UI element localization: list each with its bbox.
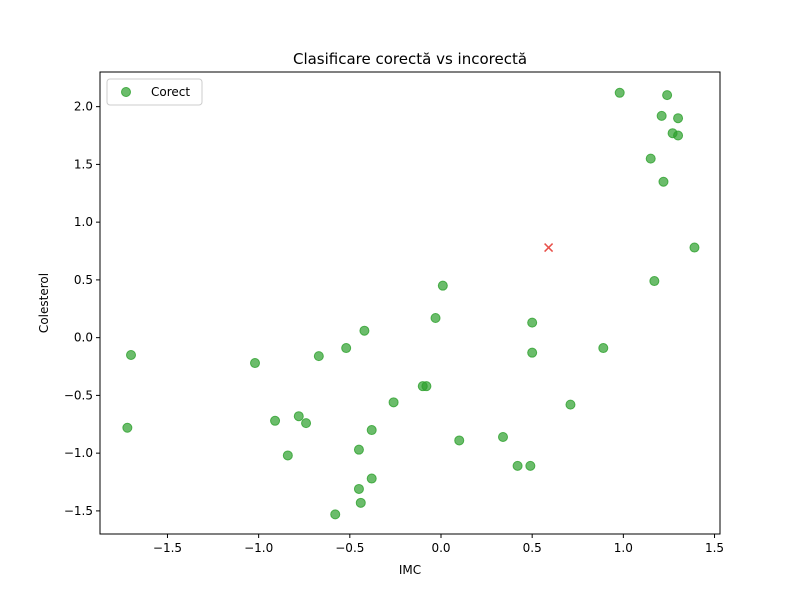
plot-frame — [99, 71, 721, 535]
correct-point — [525, 460, 536, 471]
y-axis-ticks: −1.5 −1.0 −0.5 0.0 0.5 1.0 1.5 2.0 — [64, 100, 100, 518]
correct-point — [649, 276, 660, 287]
correct-point — [366, 473, 377, 484]
x-tick-label: 0.5 — [523, 541, 542, 555]
x-axis-label: IMC — [399, 563, 421, 577]
y-tick-label: −1.0 — [64, 446, 93, 460]
x-tick-label: −1.5 — [153, 541, 182, 555]
correct-point — [126, 349, 136, 360]
x-axis-ticks: −1.5 −1.0 −0.5 0.0 0.5 1.0 1.5 — [153, 534, 724, 555]
correct-point — [301, 418, 312, 429]
correct-point — [270, 415, 281, 426]
y-tick-label: 1.5 — [74, 157, 93, 171]
x-tick-label: 1.5 — [705, 541, 724, 555]
legend: Corect — [106, 78, 203, 106]
data-marks — [122, 87, 700, 520]
correct-point — [454, 435, 465, 446]
y-tick-label: 1.0 — [74, 215, 93, 229]
correct-point — [656, 110, 667, 121]
y-axis-label: Colesterol — [37, 273, 51, 333]
correct-point — [437, 280, 448, 291]
correct-point — [282, 450, 293, 461]
correct-point — [353, 483, 364, 494]
correct-point — [359, 325, 370, 336]
correct-point — [430, 313, 441, 324]
correct-point — [353, 444, 364, 455]
chart-title: Clasificare corectă vs incorectă — [293, 50, 527, 68]
correct-point — [293, 411, 304, 422]
correct-point — [673, 130, 684, 141]
correct-point — [330, 509, 341, 520]
correct-point — [388, 397, 399, 408]
legend-label-corect: Corect — [151, 85, 190, 99]
correct-point — [417, 381, 428, 392]
correct-point — [313, 351, 324, 362]
correct-point — [341, 343, 352, 354]
correct-point — [662, 90, 673, 101]
correct-point — [689, 242, 700, 253]
y-tick-label: 2.0 — [74, 100, 93, 114]
correct-point — [658, 176, 669, 187]
x-tick-label: −1.0 — [244, 541, 273, 555]
x-tick-label: −0.5 — [335, 541, 364, 555]
correct-point — [598, 343, 609, 354]
x-tick-label: 0.0 — [431, 541, 450, 555]
correct-point — [565, 399, 576, 410]
misclassified-point — [544, 243, 554, 253]
correct-point — [122, 422, 133, 433]
correct-point — [512, 460, 523, 471]
correct-point — [366, 425, 377, 436]
y-tick-label: 0.5 — [74, 273, 93, 287]
x-tick-label: 1.0 — [614, 541, 633, 555]
y-tick-label: 0.0 — [74, 331, 93, 345]
correct-point — [614, 87, 625, 98]
y-tick-label: −0.5 — [64, 388, 93, 402]
plot-area — [100, 72, 720, 534]
correct-point — [250, 358, 260, 369]
correct-point — [498, 431, 508, 442]
correct-point — [527, 317, 538, 328]
legend-box — [106, 78, 203, 106]
correct-point — [673, 113, 684, 124]
correct-point — [645, 153, 656, 164]
correct-point — [527, 347, 538, 358]
y-tick-label: −1.5 — [64, 504, 93, 518]
legend-marker-corect — [121, 87, 131, 97]
correct-point — [355, 497, 366, 508]
